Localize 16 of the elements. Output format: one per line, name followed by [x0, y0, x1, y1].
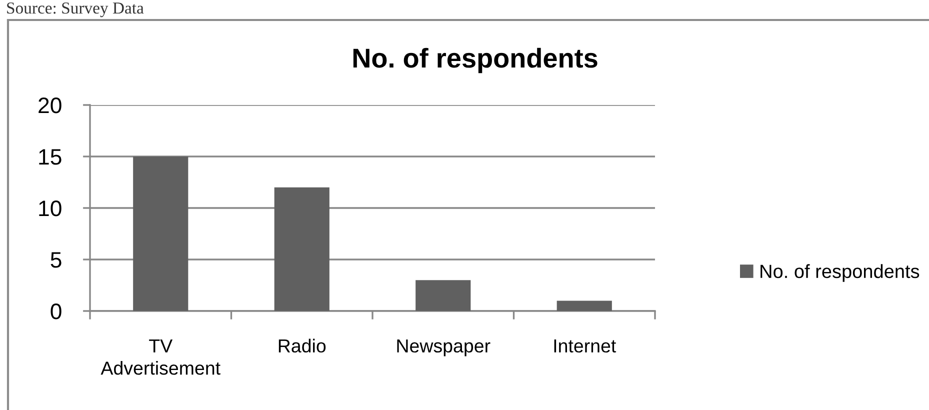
x-tick-label: Internet — [554, 339, 616, 353]
bar — [416, 280, 471, 311]
x-tick-label: Newspaper — [397, 339, 490, 356]
x-tick-label: Radio — [278, 338, 326, 353]
bar — [274, 187, 330, 311]
bar — [133, 156, 188, 311]
y-tick-label: 5 — [50, 252, 62, 268]
bar — [556, 300, 612, 311]
source-note: Source: Survey Data — [7, 2, 144, 18]
y-tick-label: 20 — [38, 98, 62, 114]
legend-label: No. of respondents — [760, 264, 920, 282]
chart-title: No. of respondents — [353, 48, 598, 74]
y-tick-label: 10 — [39, 200, 62, 216]
y-tick-label: 15 — [39, 149, 62, 165]
x-tick-label: TV Advertisement — [100, 339, 220, 375]
y-tick-label: 0 — [50, 304, 62, 320]
